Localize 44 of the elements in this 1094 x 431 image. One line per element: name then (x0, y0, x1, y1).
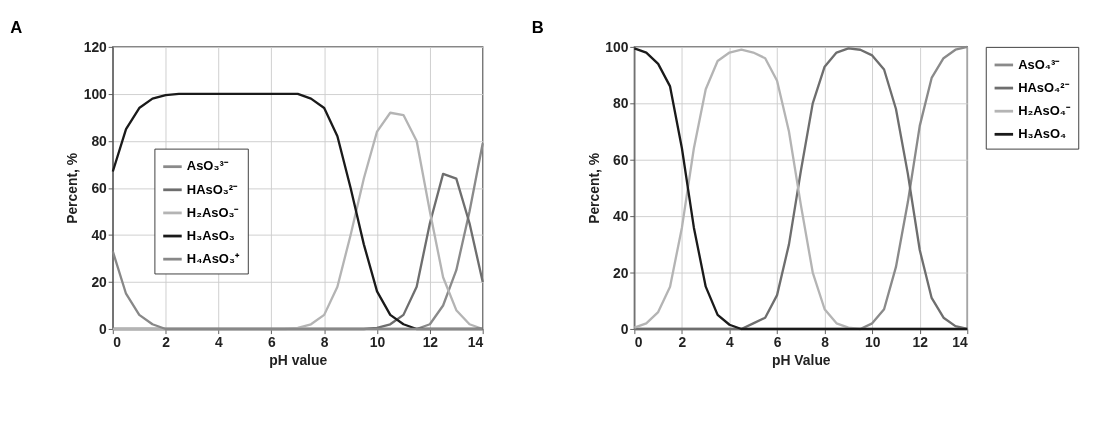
x-tick-label: 10 (369, 334, 386, 351)
y-tick-label: 20 (612, 264, 629, 281)
y-tick-label: 0 (99, 321, 108, 338)
chart-title: A (10, 18, 23, 38)
chart-title: B (531, 18, 544, 38)
legend-label: H₃AsO₃ (186, 227, 235, 243)
x-tick-label: 0 (634, 334, 643, 351)
y-tick-label: 0 (620, 321, 629, 338)
x-tick-label: 10 (864, 334, 881, 351)
legend-label: AsO₃³⁻ (186, 158, 229, 174)
x-axis-title: pH Value (772, 351, 831, 368)
legend-label: HAsO₄²⁻ (1018, 79, 1070, 95)
x-tick-label: 4 (726, 334, 735, 351)
y-tick-label: 80 (612, 95, 629, 112)
legend-label: AsO₄³⁻ (1018, 56, 1061, 72)
x-tick-label: 2 (678, 334, 687, 351)
y-tick-label: 100 (83, 86, 108, 103)
legend-label: H₃AsO₄ (1018, 126, 1067, 142)
y-tick-label: 80 (91, 133, 108, 150)
x-tick-label: 6 (773, 334, 782, 351)
y-tick-label: 40 (612, 208, 629, 225)
x-tick-label: 14 (952, 334, 969, 351)
x-tick-label: 0 (113, 334, 122, 351)
y-axis-title: Percent, % (64, 152, 81, 224)
legend-label: H₄AsO₃⁺ (186, 250, 240, 266)
x-tick-label: 12 (422, 334, 439, 351)
x-axis-title: pH value (269, 351, 328, 368)
x-tick-label: 8 (821, 334, 830, 351)
y-tick-label: 100 (605, 39, 629, 56)
y-tick-label: 60 (612, 151, 629, 168)
legend-label: HAsO₃²⁻ (186, 181, 239, 197)
x-tick-label: 12 (912, 334, 929, 351)
x-tick-label: 8 (320, 334, 329, 351)
legend-label: H₂AsO₄⁻ (1018, 102, 1072, 118)
y-tick-label: 40 (91, 227, 108, 244)
y-axis-title: Percent, % (585, 152, 602, 224)
x-tick-label: 14 (467, 334, 484, 351)
x-tick-label: 2 (162, 334, 171, 351)
y-tick-label: 120 (83, 39, 108, 56)
x-tick-label: 6 (267, 334, 276, 351)
legend-label: H₂AsO₃⁻ (186, 204, 240, 220)
y-tick-label: 20 (91, 274, 108, 291)
y-tick-label: 60 (91, 180, 108, 197)
x-tick-label: 4 (215, 334, 224, 351)
